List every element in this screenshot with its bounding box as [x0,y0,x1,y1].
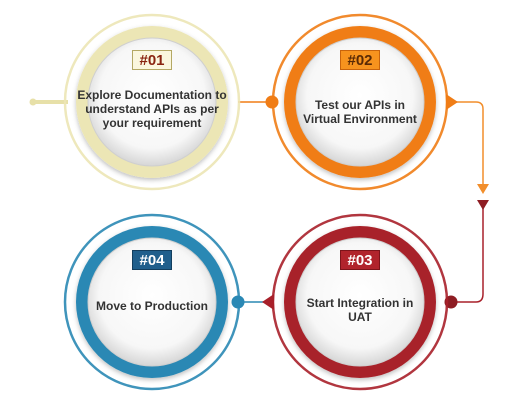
step-2-outer-ring [271,13,449,191]
step-3-pointer [262,294,274,310]
step-3-inner-disk [295,237,425,367]
connector-2-3-bottom [452,293,484,303]
step-4-inner-disk [87,237,217,367]
step-1-badge: #01 [132,50,172,70]
step-2-badge: #02 [340,50,380,70]
connector-2-3 [448,101,484,186]
step-1-text: Explore Documentation to understand APIs… [77,88,227,130]
step-3-text: Start Integration in UAT [306,296,414,324]
step-3-badge: #03 [340,250,380,270]
arrow-down-orange [477,184,489,194]
step-2-text: Test our APIs in Virtual Environment [303,98,417,126]
step-4-outer-ring [63,213,241,391]
lead-in-dot [29,98,37,106]
step-1-outer-ring [63,13,241,191]
step-1-inner-disk [87,37,217,167]
step-2-pointer [446,94,458,110]
step-4-text: Move to Production [96,299,208,313]
arrow-down-red [477,200,489,210]
step-4-badge: #04 [132,250,172,270]
step-2-inner-disk [295,37,425,167]
